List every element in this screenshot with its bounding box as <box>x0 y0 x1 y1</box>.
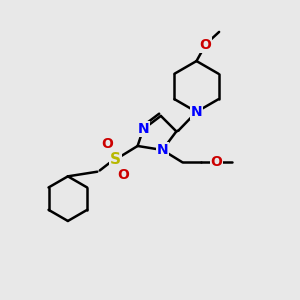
Text: O: O <box>117 168 129 182</box>
Text: O: O <box>211 155 223 170</box>
Text: N: N <box>191 105 202 119</box>
Text: O: O <box>199 38 211 52</box>
Text: N: N <box>157 143 168 157</box>
Text: O: O <box>101 137 113 151</box>
Text: N: N <box>137 122 149 136</box>
Text: S: S <box>110 152 121 167</box>
